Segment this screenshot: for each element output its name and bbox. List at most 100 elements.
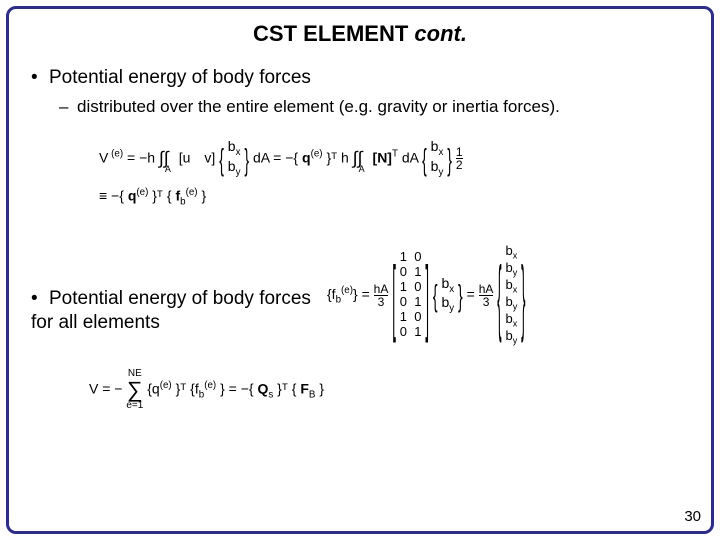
eq2-fsub: b [180, 196, 185, 207]
fb-hA-2: hA 3 [479, 283, 494, 308]
bracket-left-icon: [ [392, 246, 396, 344]
fb-sup: (e) [341, 285, 353, 296]
m21: 0 [400, 264, 407, 279]
matrix-6x2: 1 0 0 1 1 0 0 1 1 0 0 1 [400, 250, 422, 340]
bullet-all-elements: •Potential energy of body forces for all… [31, 287, 311, 335]
equation-sum-all: V = − NE ∑ e=1 {q(e) }ᵀ {fb(e) } = −{ Qs… [89, 369, 324, 411]
slide-frame: CST ELEMENT cont. •Potential energy of b… [6, 6, 714, 534]
eq1-V: V [99, 149, 111, 165]
eq1-N: [N] [373, 149, 392, 165]
eq1-bys: y [236, 166, 241, 177]
v63: b [506, 277, 513, 292]
eq1-half-num: 1 [456, 146, 463, 158]
eq4-V: V = − [89, 381, 122, 397]
dash-icon: – [59, 97, 77, 117]
m61: 0 [400, 324, 407, 339]
m31: 1 [400, 279, 407, 294]
bullet-body-forces: •Potential energy of body forces [31, 67, 311, 89]
v64: b [506, 294, 513, 309]
eq1-half: 1 2 [456, 146, 463, 171]
equation-potential-element: V (e) = −h ∫∫A [u v] { bx by } dA = −{ q… [99, 139, 463, 178]
slide-title: CST ELEMENT cont. [9, 21, 711, 47]
eq4-QT: }ᵀ { [277, 381, 296, 397]
eq2-qsup: (e) [136, 187, 148, 198]
eq4-end: } [319, 381, 324, 397]
eq1-Vsup: (e) [111, 149, 123, 160]
eq4-fsub: b [199, 390, 204, 401]
subbullet-distributed: –distributed over the entire element (e.… [59, 97, 560, 117]
hA-den2: 3 [479, 295, 494, 308]
bullet-dot-icon-2: • [31, 287, 49, 311]
brace-right-tall-icon: } [521, 246, 525, 344]
vec-bxy: bx by [441, 276, 454, 315]
eq1-bvec: bx by [228, 139, 241, 178]
eq1-dA2: dA [402, 149, 422, 165]
eq4-Fsub: B [309, 390, 316, 401]
equation-fb-expansion: {fb(e)} = hA 3 [ 1 0 0 1 1 0 0 1 1 0 0 1… [327, 244, 526, 346]
eq4-Q: Q [257, 381, 268, 397]
v2bys: y [449, 303, 454, 314]
hA-num2: hA [479, 283, 494, 295]
sum-icon: NE ∑ e=1 [126, 369, 143, 411]
m41: 0 [400, 294, 407, 309]
equation-identity: ≡ −{ q(e) }ᵀ { fb(e) } [99, 187, 206, 207]
v66: b [506, 328, 513, 343]
eq4-mid: } = −{ [220, 381, 253, 397]
hA-num1: hA [374, 283, 389, 295]
fb-open: {f [327, 286, 336, 302]
brace-left-icon-2: { [422, 141, 427, 176]
eq1-uv: [u v] [179, 149, 216, 165]
brace-left-icon-3: { [433, 278, 438, 313]
eq4-fsup: (e) [204, 380, 216, 391]
brace-right-icon-2: } [447, 141, 452, 176]
sum-bot: e=1 [126, 400, 143, 411]
eq1-bx: b [228, 138, 236, 154]
title-main: CST ELEMENT [253, 21, 414, 46]
eq1-NT: T [392, 149, 398, 160]
hA-den1: 3 [374, 295, 389, 308]
eq2-end: } [201, 188, 206, 204]
eq2-T: }ᵀ { [152, 188, 171, 204]
v66s: y [513, 336, 518, 346]
eq4-T: }ᵀ {f [176, 381, 199, 397]
m51: 1 [400, 309, 407, 324]
m32: 0 [414, 279, 421, 294]
eq1-eqh: = −h [127, 149, 155, 165]
eq2-fsup: (e) [186, 187, 198, 198]
bracket-right-icon: ] [425, 246, 429, 344]
eq4-F: F [300, 381, 309, 397]
bullet3-text: Potential energy of body forces for all … [31, 288, 311, 333]
v2bxs: x [449, 283, 454, 294]
vec-6b: bx by bx by bx by [506, 244, 518, 346]
m62: 1 [414, 324, 421, 339]
brace-right-icon-3: } [458, 278, 463, 313]
eq4-Qsub: s [268, 390, 273, 401]
eq1-dA: dA = −{ [253, 149, 298, 165]
bullet1-text: Potential energy of body forces [49, 67, 311, 88]
fb-eq: } = [353, 286, 374, 302]
integral-domain-2: A [359, 164, 365, 174]
v61: b [506, 243, 513, 258]
brace-left-tall-icon: { [497, 246, 501, 344]
mid-eq: = [467, 286, 479, 302]
eq1-bvec2: bx by [431, 139, 444, 178]
eq1-Th: }ᵀ h [326, 149, 348, 165]
fb-sub: b [336, 295, 341, 306]
brace-right-icon: } [244, 141, 249, 176]
title-cont: cont. [414, 21, 467, 46]
page-number: 30 [684, 508, 701, 525]
eq1-by: b [228, 158, 236, 174]
m22: 1 [414, 264, 421, 279]
m42: 1 [414, 294, 421, 309]
v62: b [506, 260, 513, 275]
eq1-qsup: (e) [311, 149, 323, 160]
fb-hA-1: hA 3 [374, 283, 389, 308]
m52: 0 [414, 309, 421, 324]
eq1-q: q [302, 149, 311, 165]
m11: 1 [400, 249, 407, 264]
bullet-dot-icon: • [31, 67, 49, 89]
eq1-bxs2: x [438, 147, 443, 158]
v65: b [506, 311, 513, 326]
integral-domain: A [165, 164, 171, 174]
eq1-bxs: x [236, 147, 241, 158]
